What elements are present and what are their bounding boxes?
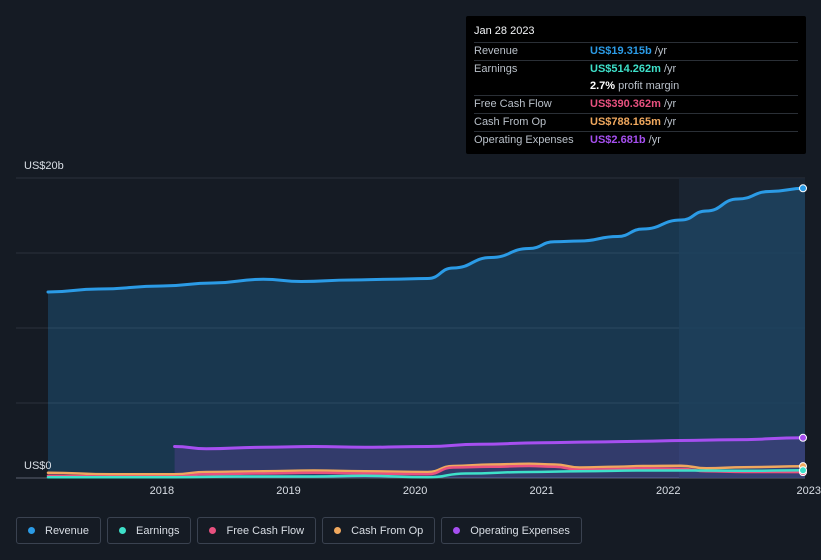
tooltip-row-unit: /yr (648, 134, 661, 146)
earnings-end-marker (799, 466, 807, 475)
tooltip-row-value: 2.7% (590, 80, 616, 92)
legend-item-label: Free Cash Flow (226, 524, 305, 537)
operating-expenses-end-marker (799, 433, 807, 442)
tooltip-row-value: US$514.262m (590, 63, 661, 75)
series-areas (48, 188, 805, 479)
tooltip-row-value: US$390.362m (590, 98, 661, 110)
series-lines (46, 186, 807, 479)
tooltip-row-value: US$2.681b (590, 134, 646, 146)
tooltip-row-unit: /yr (654, 45, 667, 57)
tooltip-row: 2.7% profit margin (474, 78, 798, 95)
tooltip-row-label: Revenue (474, 45, 519, 57)
operating-expenses-line (173, 436, 807, 451)
legend-dot-icon (453, 527, 461, 534)
tooltip-row: Revenue US$19.315b/yr (474, 42, 798, 60)
y-axis-bottom-label: US$0 (24, 460, 52, 472)
x-tick-label: 2019 (276, 485, 301, 497)
legend-item-label: Revenue (45, 524, 90, 537)
tooltip-row: Operating Expenses US$2.681b/yr (474, 131, 798, 149)
cash-from-op-line (46, 462, 807, 476)
revenue-area (48, 188, 805, 479)
tooltip-row-unit: profit margin (618, 80, 680, 92)
tooltip-row: Free Cash Flow US$390.362m/yr (474, 95, 798, 113)
series-end-markers (799, 184, 807, 477)
tooltip-row-unit: /yr (663, 63, 677, 75)
legend-dot-icon (119, 527, 127, 534)
tooltip-row-label: Earnings (474, 63, 518, 75)
tooltip-row-value: US$788.165m (590, 116, 661, 128)
x-tick-label: 2020 (402, 485, 428, 497)
legend-item-operating-expenses[interactable]: Operating Expenses (441, 517, 582, 544)
legend-item-free-cash-flow[interactable]: Free Cash Flow (197, 517, 317, 544)
chart-legend: Revenue Earnings Free Cash Flow Cash From O… (16, 517, 588, 544)
tooltip-row-label (474, 78, 590, 95)
revenue-line (46, 186, 807, 294)
x-tick-label: 2021 (529, 485, 554, 497)
tooltip-row-value: US$19.315b (590, 45, 652, 57)
tooltip-row: Earnings US$514.262m/yr (474, 60, 798, 78)
legend-item-cash-from-op[interactable]: Cash From Op (322, 517, 436, 544)
recent-period-highlight (679, 178, 805, 478)
tooltip-row-label: Cash From Op (474, 116, 547, 128)
legend-item-label: Cash From Op (351, 524, 424, 537)
legend-item-label: Operating Expenses (470, 524, 570, 537)
legend-item-earnings[interactable]: Earnings (107, 517, 192, 544)
tooltip-row-label: Free Cash Flow (474, 98, 552, 110)
legend-item-label: Earnings (136, 524, 180, 537)
grid-lines (16, 177, 805, 479)
legend-dot-icon (209, 527, 217, 534)
legend-item-revenue[interactable]: Revenue (16, 517, 102, 544)
free-cash-flow-line (46, 464, 807, 478)
chart-plot (16, 177, 807, 479)
x-tick-label: 2018 (149, 485, 175, 497)
tooltip-row-label: Operating Expenses (474, 134, 574, 146)
x-tick-label: 2023 (796, 485, 821, 497)
tooltip-date: Jan 28 2023 (474, 25, 535, 37)
earnings-line (46, 469, 807, 479)
revenue-end-marker (799, 184, 807, 193)
tooltip-rows: Revenue US$19.315b/yr Earnings US$514.262m /… (474, 42, 798, 149)
y-axis-top-label: US$20b (24, 160, 64, 172)
tooltip-row-unit: /yr (663, 116, 677, 128)
legend-dot-icon (334, 527, 342, 534)
tooltip-row: Cash From Op US$788.165m/yr (474, 113, 798, 131)
x-tick-label: 2022 (656, 485, 681, 497)
legend-dot-icon (28, 527, 35, 534)
data-tooltip: Jan 28 2023 Revenue US$19.315b/yr Earnings… (466, 16, 806, 154)
tooltip-row-unit: /yr (663, 98, 677, 110)
